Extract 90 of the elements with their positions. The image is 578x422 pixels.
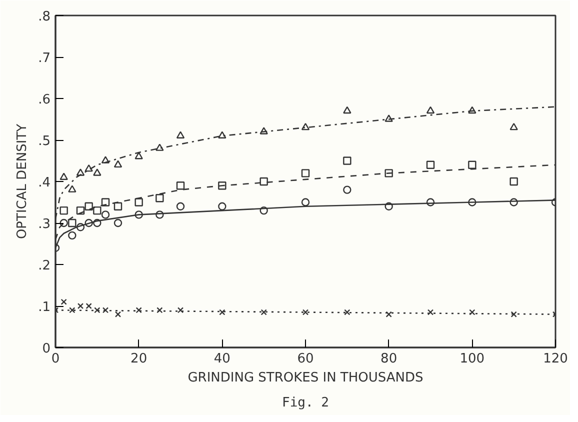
point xyxy=(60,298,67,305)
point xyxy=(344,309,350,316)
x-tick-label: 60 xyxy=(297,352,314,366)
y-tick-label: .8 xyxy=(38,10,51,24)
y-tick-label: .4 xyxy=(38,176,51,190)
point xyxy=(60,172,68,180)
y-tick-label: .6 xyxy=(38,92,51,108)
point xyxy=(76,206,85,215)
point xyxy=(510,177,518,186)
x-tick-label: 20 xyxy=(130,352,148,366)
point xyxy=(134,210,143,219)
point xyxy=(301,169,310,178)
point xyxy=(114,160,122,168)
point xyxy=(93,218,102,228)
point xyxy=(343,156,352,165)
y-tick-label: .2 xyxy=(38,258,51,274)
point xyxy=(156,307,163,314)
x-axis-title: GRINDING STROKES IN THOUSANDS xyxy=(188,370,424,386)
point xyxy=(136,307,142,314)
point xyxy=(86,302,92,310)
point xyxy=(93,168,102,176)
point xyxy=(68,231,76,240)
point xyxy=(93,206,102,215)
caption: Fig. 2 xyxy=(282,396,329,410)
y-tick-label: .1 xyxy=(38,300,51,315)
point xyxy=(176,182,185,190)
point xyxy=(468,106,476,114)
y-tick-label: 0 xyxy=(42,342,51,356)
point xyxy=(384,114,393,122)
point xyxy=(343,186,352,194)
point xyxy=(384,169,393,178)
y-axis-title: OPTICAL DENSITY xyxy=(15,124,30,240)
point xyxy=(302,309,309,316)
point xyxy=(101,156,110,164)
point xyxy=(218,202,226,210)
point xyxy=(60,206,68,215)
point xyxy=(510,122,518,130)
point xyxy=(426,160,435,169)
point xyxy=(386,311,392,318)
point xyxy=(60,218,68,228)
point xyxy=(134,152,143,160)
point xyxy=(176,131,185,138)
point xyxy=(427,309,434,316)
point xyxy=(469,309,476,316)
point xyxy=(260,206,268,215)
point xyxy=(76,168,85,176)
point xyxy=(77,302,84,310)
point xyxy=(101,210,110,219)
point xyxy=(177,307,184,314)
point xyxy=(260,177,268,186)
point xyxy=(384,202,393,210)
point xyxy=(84,218,93,228)
point xyxy=(343,106,352,114)
point xyxy=(426,198,435,206)
point xyxy=(84,164,93,172)
y-tick-label: .3 xyxy=(38,217,51,232)
point xyxy=(468,198,476,206)
x-tick-label: 40 xyxy=(214,352,230,366)
point xyxy=(301,198,310,206)
point xyxy=(510,311,517,318)
point xyxy=(76,223,85,232)
point xyxy=(114,202,122,210)
point xyxy=(156,194,164,202)
point xyxy=(510,198,518,206)
point xyxy=(114,311,122,318)
point xyxy=(426,106,435,114)
point xyxy=(101,198,110,206)
point xyxy=(84,202,93,210)
y-tick-label: .5 xyxy=(38,134,51,149)
point xyxy=(218,182,226,190)
point xyxy=(114,218,122,228)
point xyxy=(134,198,143,206)
point xyxy=(68,185,76,192)
point xyxy=(69,307,76,314)
point xyxy=(219,309,226,316)
point xyxy=(156,210,164,219)
point xyxy=(176,202,185,210)
point xyxy=(218,131,226,138)
point xyxy=(156,144,164,151)
point xyxy=(94,307,100,314)
x-tick-label: 120 xyxy=(543,352,568,366)
point xyxy=(102,307,109,314)
x-tick-label: 100 xyxy=(460,352,485,366)
point xyxy=(260,309,267,316)
y-tick-label: .7 xyxy=(38,51,51,66)
point xyxy=(301,122,310,130)
point xyxy=(260,127,268,134)
point xyxy=(68,218,76,228)
x-tick-label: 80 xyxy=(380,352,398,366)
point xyxy=(468,160,476,169)
